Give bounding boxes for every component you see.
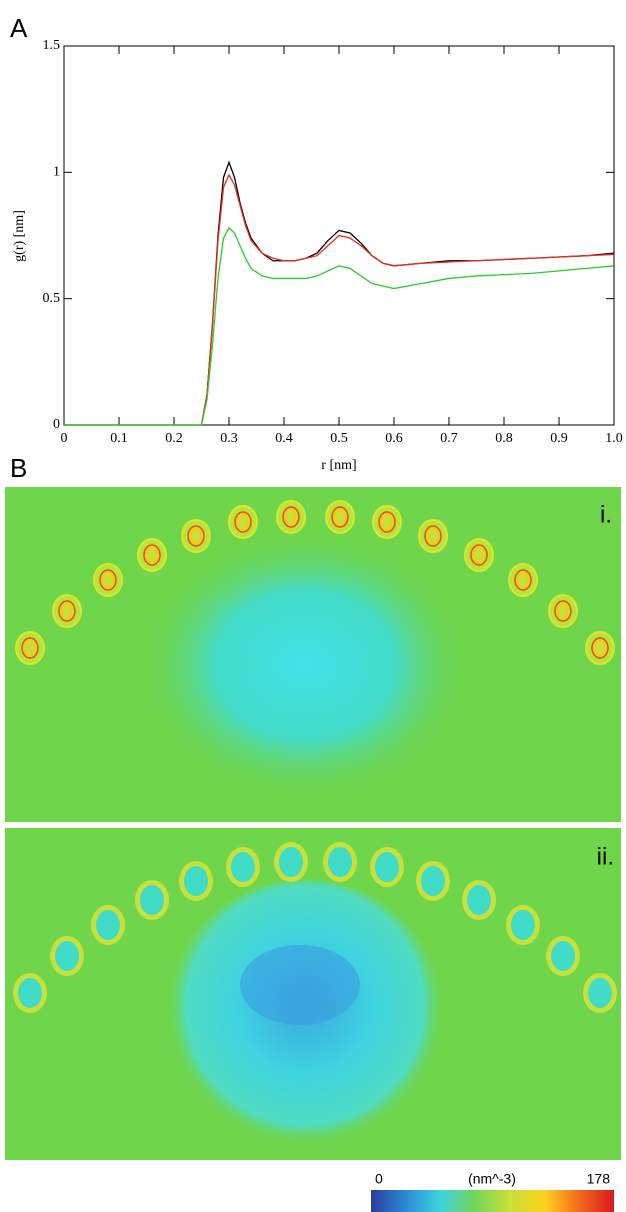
colorbar-tick-label: 0 [375, 1171, 383, 1187]
ion-core [18, 978, 42, 1008]
x-tick-label: 0.4 [275, 431, 293, 446]
ion-core [383, 516, 391, 528]
data-line [64, 226, 615, 426]
ion-core [192, 530, 200, 542]
data-line [64, 160, 615, 426]
ion-core [287, 511, 295, 523]
panel-label: B [10, 453, 27, 483]
ion-core [336, 511, 344, 523]
ion-core [519, 574, 527, 586]
ion-core [375, 852, 399, 882]
ion-core [231, 852, 255, 882]
y-tick-label: 1 [53, 165, 60, 180]
ion-core [239, 516, 247, 528]
ion-core [588, 978, 612, 1008]
density-maps: i. ii. [5, 487, 621, 1160]
ion-core [279, 847, 303, 877]
colorbar-gradient [371, 1190, 614, 1212]
ion-core [140, 885, 164, 915]
map-label: ii. [597, 843, 614, 870]
panel-label: A [10, 13, 28, 43]
x-tick-label: 0.6 [385, 431, 403, 446]
colorbar: (nm^-3) 0 178 [371, 1171, 614, 1212]
ion-core [26, 642, 34, 654]
ion-core [511, 910, 535, 940]
ion-core [596, 642, 604, 654]
x-tick-label: 0.9 [550, 431, 568, 446]
line-chart: g(r) [nm] r [nm] 0 0.1 0.2 0.3 0.4 0.5 0.6 0.7 0… [12, 38, 623, 473]
ion-core [551, 941, 575, 971]
x-axis-label: r [nm] [321, 458, 356, 473]
x-tick-label: 0.3 [220, 431, 238, 446]
y-axis-label: g(r) [nm] [12, 210, 27, 262]
ion-core [104, 574, 112, 586]
y-tick-label: 0.5 [43, 291, 61, 306]
y-tick-label: 0 [53, 417, 60, 432]
ion-core [559, 605, 567, 617]
colorbar-label: (nm^-3) [468, 1171, 516, 1187]
y-tick-label: 1.5 [43, 38, 61, 53]
ion-core [467, 885, 491, 915]
colorbar-tick-label: 178 [587, 1171, 611, 1187]
ion-core [328, 847, 352, 877]
x-tick-label: 1.0 [605, 431, 623, 446]
x-tick-label: 0 [61, 431, 68, 446]
ion-core [148, 549, 156, 561]
ion-core [421, 866, 445, 896]
data-line [64, 173, 615, 426]
ion-core [63, 605, 71, 617]
x-tick-label: 0.8 [495, 431, 513, 446]
ion-core [475, 549, 483, 561]
map-label: i. [600, 501, 612, 528]
x-tick-label: 0.1 [110, 431, 128, 446]
x-tick-label: 0.7 [440, 431, 458, 446]
ion-core [429, 530, 437, 542]
ion-core [55, 941, 79, 971]
density-blob [140, 530, 470, 800]
ion-core [96, 910, 120, 940]
x-tick-label: 0.2 [165, 431, 183, 446]
density-core [240, 945, 360, 1025]
x-tick-label: 0.5 [330, 431, 348, 446]
ion-core [184, 866, 208, 896]
